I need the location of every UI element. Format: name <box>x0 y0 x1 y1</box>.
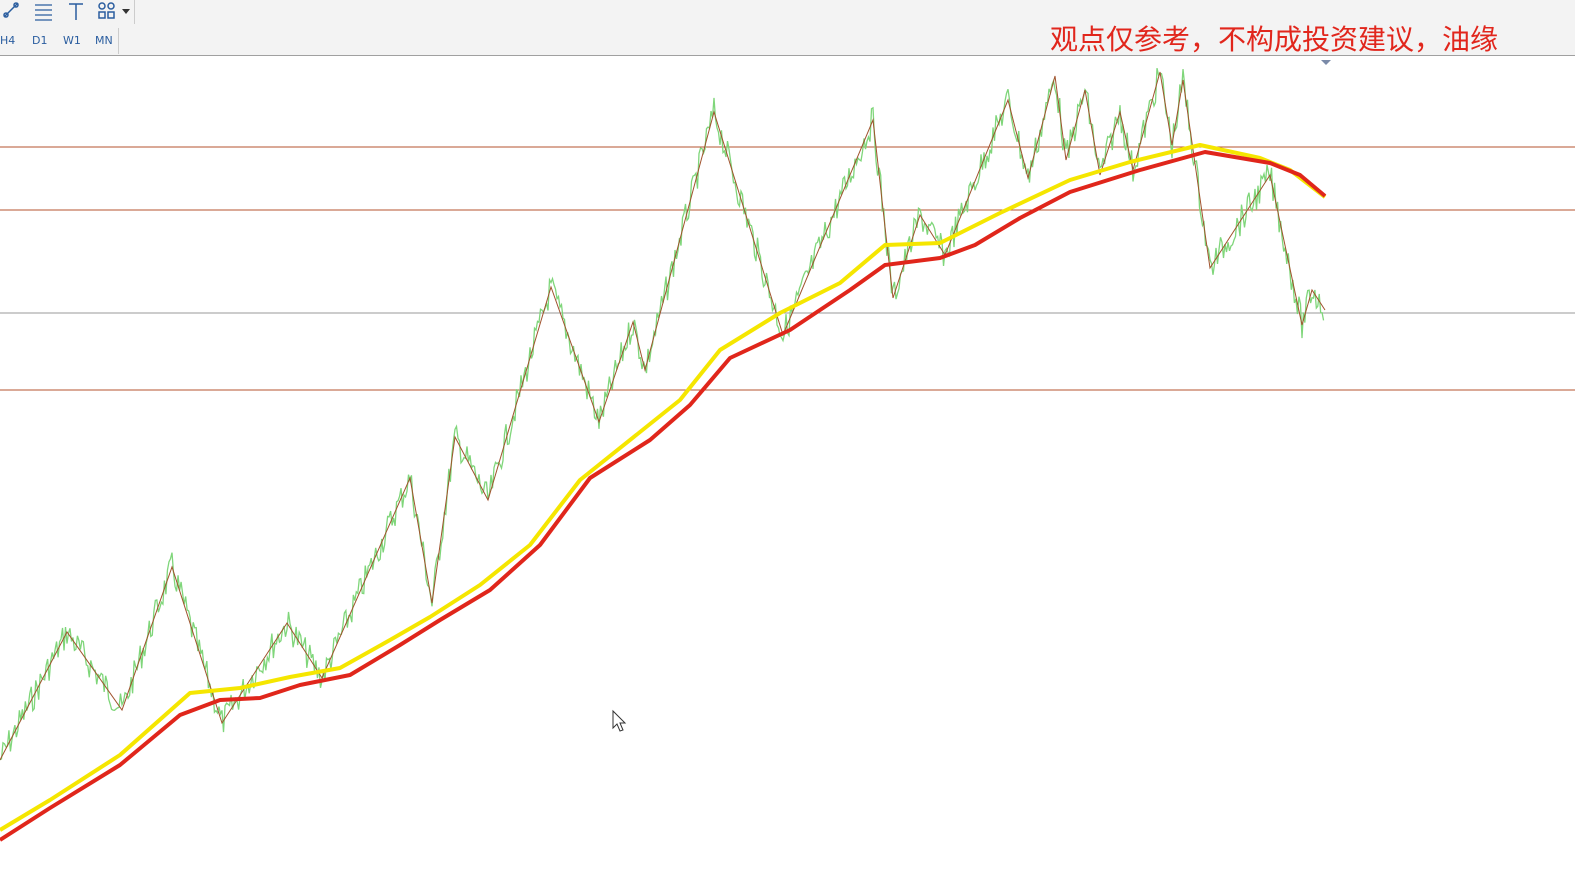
price-line <box>0 67 1325 761</box>
tool-icons <box>3 0 135 24</box>
scroll-marker <box>1321 60 1331 65</box>
timeframe-button[interactable]: H4 <box>0 34 16 47</box>
timeframe-button[interactable]: D1 <box>32 34 48 47</box>
chart <box>0 60 1575 842</box>
level-lines <box>0 146 1575 391</box>
toolbar: H4 D1 W1 MN 观点仅参考，不构成投资建议，油缘 <box>0 0 1575 56</box>
moving-average-fast <box>0 143 1327 832</box>
moving-average-slow <box>0 150 1327 842</box>
timeframe-button[interactable]: W1 <box>63 34 81 47</box>
watermark: 观点仅参考，不构成投资建议，油缘 <box>1050 23 1499 56</box>
timeframe-button[interactable]: MN <box>95 34 113 47</box>
zigzag <box>0 71 1326 761</box>
timeframe-bar: H4 D1 W1 MN <box>0 28 119 54</box>
cursor <box>612 709 627 732</box>
